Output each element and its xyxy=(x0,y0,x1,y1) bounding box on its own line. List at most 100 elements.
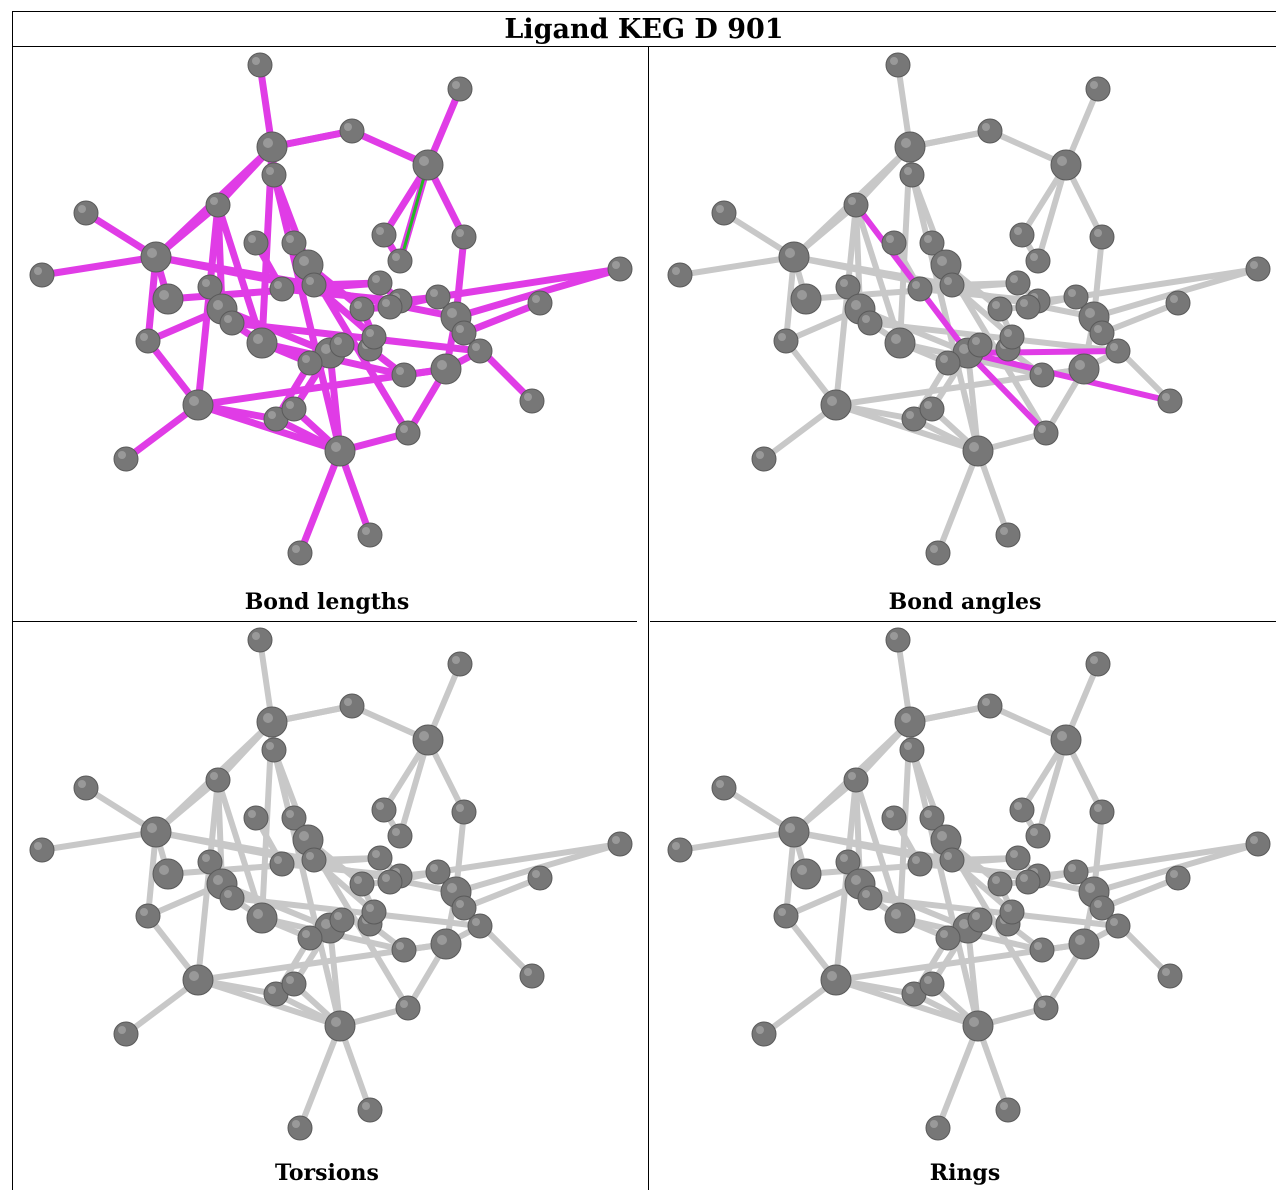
atom xyxy=(1015,294,1041,320)
atom-highlight xyxy=(1170,870,1178,878)
atom xyxy=(339,693,365,719)
atom-highlight xyxy=(672,267,680,275)
atom xyxy=(1089,224,1115,250)
atom xyxy=(301,272,327,298)
atom xyxy=(339,118,365,144)
atom xyxy=(820,964,852,996)
atom-highlight xyxy=(263,713,273,723)
atom-highlight xyxy=(524,393,532,401)
atom-highlight xyxy=(376,227,384,235)
atom xyxy=(261,162,287,188)
atom-highlight xyxy=(224,890,232,898)
atom-highlight xyxy=(937,256,947,266)
atom-highlight xyxy=(268,411,276,419)
bond xyxy=(935,448,981,556)
atom xyxy=(391,362,417,388)
atom xyxy=(773,903,799,929)
atom-highlight xyxy=(1010,275,1018,283)
atom-highlight xyxy=(452,656,460,664)
bond xyxy=(677,829,797,853)
atom xyxy=(349,296,375,322)
atom-highlight xyxy=(299,831,309,841)
atom xyxy=(243,230,269,256)
atom-highlight xyxy=(1057,156,1067,166)
panel-caption: Bond angles xyxy=(888,589,1042,615)
title-divider xyxy=(12,46,1276,47)
atom xyxy=(113,1021,139,1047)
atom xyxy=(287,540,313,566)
atom-highlight xyxy=(396,942,404,950)
atom-highlight xyxy=(924,976,932,984)
bond xyxy=(917,861,1041,879)
atom-highlight xyxy=(253,334,263,344)
atom-highlight xyxy=(940,930,948,938)
atom-highlight xyxy=(400,1000,408,1008)
atom-highlight xyxy=(785,823,795,833)
atom-highlight xyxy=(268,986,276,994)
atom-highlight xyxy=(612,836,620,844)
atom xyxy=(607,256,633,282)
atom-highlight xyxy=(210,197,218,205)
atom-highlight xyxy=(419,731,429,741)
bond xyxy=(38,253,160,279)
bond xyxy=(1099,300,1181,336)
atom-highlight xyxy=(452,81,460,89)
atom-highlight xyxy=(321,344,331,354)
column-divider xyxy=(648,46,649,1190)
atom xyxy=(1033,995,1059,1021)
atom-highlight xyxy=(344,698,352,706)
atom xyxy=(256,706,288,738)
atom xyxy=(287,1115,313,1141)
atom xyxy=(247,52,273,78)
molecule-torsions xyxy=(29,627,633,1141)
atom xyxy=(430,353,462,385)
atom xyxy=(467,338,493,364)
atom xyxy=(367,845,393,871)
atom xyxy=(1105,913,1131,939)
atom-highlight xyxy=(274,281,282,289)
atom-highlight xyxy=(213,300,223,310)
atom-highlight xyxy=(430,864,438,872)
atom xyxy=(962,435,994,467)
bond xyxy=(297,1023,343,1131)
atom xyxy=(711,200,737,226)
bond xyxy=(434,265,624,301)
atom xyxy=(152,283,184,315)
panel-caption: Rings xyxy=(929,1160,1001,1186)
atom-highlight xyxy=(140,908,148,916)
atom-highlight xyxy=(901,138,911,148)
molecule-rings xyxy=(667,627,1271,1141)
atom-highlight xyxy=(274,856,282,864)
atom-highlight xyxy=(1038,1000,1046,1008)
atom xyxy=(995,1097,1021,1123)
atom-highlight xyxy=(382,874,390,882)
atom xyxy=(987,296,1013,322)
atom xyxy=(391,937,417,963)
atom xyxy=(881,805,907,831)
atom xyxy=(371,222,397,248)
atom-highlight xyxy=(1038,425,1046,433)
atom-highlight xyxy=(456,804,464,812)
atom-highlight xyxy=(1110,343,1118,351)
atom xyxy=(261,737,287,763)
atom xyxy=(894,706,926,738)
bond xyxy=(39,829,159,853)
atom xyxy=(1033,420,1059,446)
atom-highlight xyxy=(1075,935,1085,945)
atom-highlight xyxy=(969,1017,979,1027)
bond xyxy=(917,286,1041,304)
bond xyxy=(270,171,344,455)
atom xyxy=(939,272,965,298)
atom-highlight xyxy=(147,823,157,833)
atom-highlight xyxy=(1090,81,1098,89)
atom-highlight xyxy=(1068,864,1076,872)
atom-highlight xyxy=(1034,367,1042,375)
bond xyxy=(278,285,404,305)
bond-highlight xyxy=(965,350,1049,436)
atom-highlight xyxy=(890,632,898,640)
bond xyxy=(461,875,543,911)
atom xyxy=(1009,222,1035,248)
atom-highlight xyxy=(472,343,480,351)
atom-highlight xyxy=(252,57,260,65)
atom-highlight xyxy=(302,930,310,938)
